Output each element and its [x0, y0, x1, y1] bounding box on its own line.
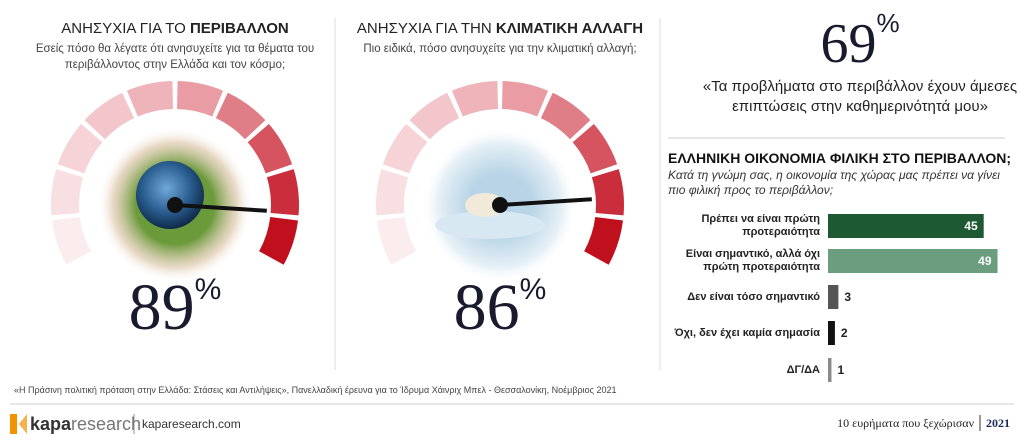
site: kaparesearch.com	[142, 417, 241, 431]
logo-icon	[10, 414, 27, 434]
bar	[828, 285, 839, 309]
gauge-segment	[382, 123, 428, 174]
value-label: 1	[837, 363, 844, 377]
quote-text: «Τα προβλήματα στο περιβάλλον έχουν άμεσ…	[702, 78, 1018, 115]
panel-subtitle: Εσείς πόσο θα λέγατε ότι ανησυχείτε για …	[35, 43, 315, 71]
panel-subtitle: Πιο ειδικά, πόσο ανησυχείτε για την κλιμ…	[363, 43, 637, 55]
value-label: 3	[844, 290, 851, 304]
gauge-segment	[126, 81, 173, 117]
gauge-segment	[215, 92, 266, 140]
gauge-segment	[51, 169, 84, 216]
globe	[136, 161, 204, 229]
value: 89	[128, 271, 195, 344]
title-plain: ΑΝΗΣΥΧΙΑ ΓΙΑ ΤΟ	[61, 20, 186, 37]
category-text: Δεν είναι τόσο σημαντικό	[687, 290, 820, 303]
value-label: 45	[964, 219, 978, 233]
chart-subtitle: Κατά τη γνώμη σας, η οικονομία της χώρας…	[668, 168, 1000, 197]
gauge-segment	[177, 81, 224, 117]
category-label: Δεν είναι τόσο σημαντικό	[660, 283, 820, 311]
panel-title: ΑΝΗΣΥΧΙΑ ΓΙΑ ΤΟ ΠΕΡΙΒΑΛΛΟΝ	[15, 20, 335, 37]
big-number: 86%	[410, 270, 590, 346]
gauge-segment	[572, 123, 618, 174]
year: 2021	[986, 416, 1010, 430]
gauge-segment	[591, 169, 624, 216]
value: 69	[820, 13, 877, 75]
title-bold: ΠΕΡΙΒΑΛΛΟΝ	[189, 20, 289, 37]
brand: kaparesearch	[30, 414, 141, 434]
value: 86	[453, 271, 520, 344]
value-label: 2	[841, 326, 848, 340]
gauge-segment	[375, 169, 409, 216]
bar	[828, 321, 835, 345]
gauge-segment	[451, 81, 498, 117]
unit: %	[519, 273, 547, 306]
category-text: Πρέπει να είναι πρώτη προτεραιότητα	[701, 213, 820, 238]
category-label: Είναι σημαντικό, αλλά όχι πρώτη προτεραι…	[660, 247, 820, 275]
unit: %	[876, 8, 900, 38]
source: «Η Πράσινη πολιτική πρόταση στην Ελλάδα:…	[14, 385, 617, 395]
panel-title: ΑΝΗΣΥΧΙΑ ΓΙΑ ΤΗΝ ΚΛΙΜΑΤΙΚΗ ΑΛΛΑΓΗ	[340, 20, 660, 37]
needle-hub	[492, 197, 508, 213]
gauge-segment	[266, 169, 299, 216]
category-label: Όχι, δεν έχει καμία σημασία	[660, 319, 820, 347]
gauge-segment	[584, 217, 624, 265]
gauge-segment	[502, 81, 549, 117]
gauge-segment	[409, 92, 460, 140]
gauge-segment	[57, 123, 103, 174]
chart-title: ΕΛΛΗΝΙΚΗ ΟΙΚΟΝΟΜΙΑ ΦΙΛΙΚΗ ΣΤΟ ΠΕΡΙΒΑΛΛΟΝ…	[668, 150, 1011, 166]
gauge-segment	[259, 217, 299, 265]
category-label: ΔΓ/ΔΑ	[660, 356, 820, 384]
bar	[828, 249, 998, 273]
brand-bold: kapa	[30, 414, 72, 434]
needle-hub	[167, 197, 183, 213]
category-text: ΔΓ/ΔΑ	[786, 363, 820, 376]
bar	[828, 358, 832, 382]
category-label: Πρέπει να είναι πρώτη προτεραιότητα	[660, 212, 820, 240]
ice	[435, 211, 545, 239]
gauge-segment	[376, 217, 416, 265]
big-number: 89%	[85, 270, 265, 346]
category-text: Είναι σημαντικό, αλλά όχι πρώτη προτεραι…	[685, 248, 820, 273]
gauge-segment	[51, 217, 91, 265]
gauge-segment	[84, 92, 135, 140]
gauge-segment	[247, 123, 293, 174]
series-title: 10 ευρήματα που ξεχώρισαν	[837, 416, 974, 430]
gauge-segment	[540, 92, 591, 140]
brand-light: research	[71, 414, 142, 434]
gauge-needle	[174, 203, 267, 213]
unit: %	[194, 273, 222, 306]
gauge-needle	[499, 197, 592, 207]
category-text: Όχι, δεν έχει καμία σημασία	[674, 326, 820, 339]
bar	[828, 214, 984, 238]
value-label: 49	[978, 254, 992, 268]
title-bold: ΚΛΙΜΑΤΙΚΗ ΑΛΛΑΓΗ	[495, 20, 644, 37]
quote-number: 69%	[760, 8, 960, 76]
title-plain: ΑΝΗΣΥΧΙΑ ΓΙΑ ΤΗΝ	[356, 20, 492, 37]
